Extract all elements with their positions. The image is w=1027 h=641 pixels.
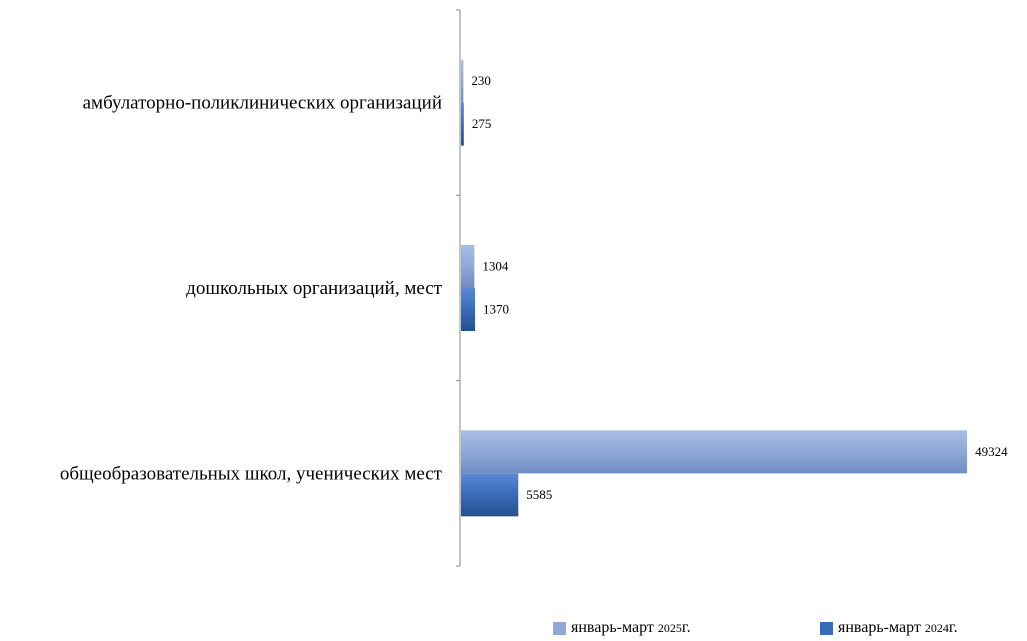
legend-item-2024: январь-март 2024г.: [820, 618, 958, 638]
legend-item-2025: январь-март 2025г.: [553, 618, 691, 638]
data-label: 275: [472, 116, 492, 131]
data-label: 230: [471, 73, 491, 88]
bar-2024: [461, 102, 464, 146]
bar-2024: [461, 473, 519, 517]
data-label: 1370: [483, 302, 509, 317]
bar-2025: [461, 59, 464, 103]
data-label: 5585: [526, 487, 552, 502]
legend-label-2024: январь-март 2024г.: [838, 619, 958, 636]
bar-2024: [461, 288, 476, 331]
data-label: 1304: [482, 259, 509, 274]
legend-swatch-2025: [553, 621, 566, 635]
bar-2025: [461, 430, 968, 474]
data-label: 49324: [975, 444, 1008, 459]
category-label: амбулаторно-поликлинических организаций: [83, 93, 442, 114]
bar-2025: [461, 245, 475, 288]
legend-swatch-2024: [820, 621, 833, 635]
category-label: общеобразовательных школ, ученических ме…: [60, 463, 443, 484]
category-label: дошкольных организаций, мест: [186, 278, 443, 299]
legend-label-2025: январь-март 2025г.: [571, 619, 691, 636]
